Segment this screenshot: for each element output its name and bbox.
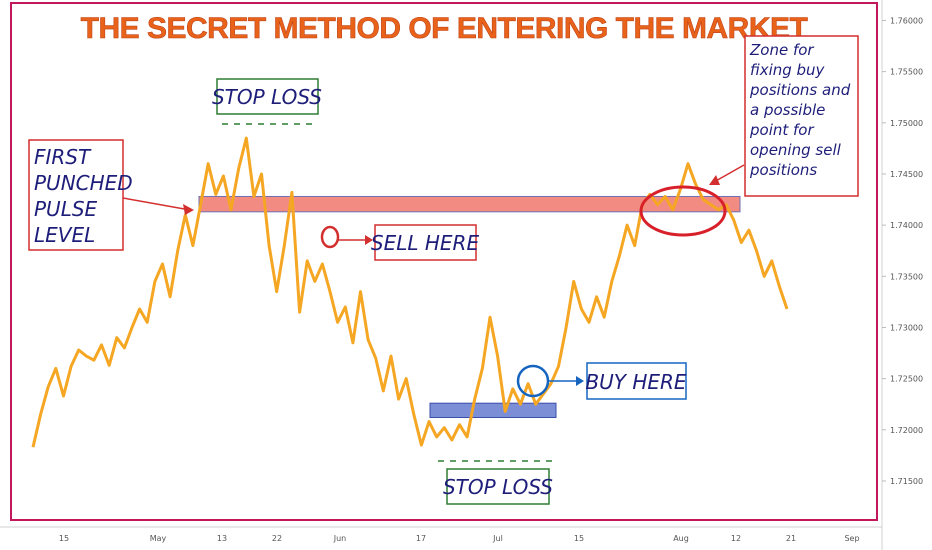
zone-note-line: Zone for <box>749 41 814 59</box>
buy-zone <box>429 402 557 419</box>
y-tick-label: 1.73500 <box>890 272 923 281</box>
x-tick-label: May <box>150 534 167 543</box>
annotations: STOP LOSS STOP LOSS FIRSTPUNCHEDPULSELEVEL… <box>28 35 859 505</box>
sell-label: SELL HERE <box>371 231 480 255</box>
x-tick-label: 15 <box>574 534 584 543</box>
y-tick-label: 1.75000 <box>890 119 923 128</box>
y-tick-label: 1.74000 <box>890 221 923 230</box>
first-level-label-line: PUNCHED <box>34 171 133 195</box>
x-tick-label: Jul <box>492 534 503 543</box>
zones <box>198 195 741 419</box>
x-tick-label: 12 <box>731 534 741 543</box>
x-tick-label: Aug <box>673 534 689 543</box>
y-tick-label: 1.72000 <box>890 426 923 435</box>
zone-note-line: opening sell <box>750 141 842 159</box>
first-level-box <box>28 139 124 251</box>
zone-note-line: a possible <box>750 101 825 119</box>
zone-note-line: fixing buy <box>750 61 826 79</box>
x-tick-label: 22 <box>272 534 282 543</box>
y-tick-label: 1.73000 <box>890 323 923 332</box>
sell-box <box>374 224 477 261</box>
x-tick-label: 21 <box>786 534 796 543</box>
sell-zone <box>198 195 741 213</box>
x-axis-ticks: 15 May 13 22 Jun 17 Jul 15 Aug 12 21 Sep <box>59 534 860 543</box>
price-series-line <box>31 136 789 448</box>
buy-box <box>586 362 687 400</box>
zone-note-arrow-line <box>713 164 745 183</box>
zone-note-arrow-head <box>709 175 720 185</box>
zone-note-line: positions and <box>749 81 851 99</box>
y-tick-label: 1.74500 <box>890 170 923 179</box>
sell-circle <box>320 225 340 249</box>
x-tick-label: 17 <box>416 534 426 543</box>
x-tick-label: Jun <box>333 534 347 543</box>
y-tick-label: 1.76000 <box>890 16 923 25</box>
x-tick-label: 15 <box>59 534 69 543</box>
chart-frame <box>10 2 878 521</box>
zone-note-box <box>744 35 859 197</box>
y-tick-label: 1.72500 <box>890 375 923 384</box>
stop-loss-top-box <box>216 78 319 115</box>
stop-loss-bottom-label: STOP LOSS <box>443 475 553 499</box>
zone-note-line: point for <box>749 121 814 139</box>
y-tick-label: 1.71500 <box>890 477 923 486</box>
zone-note-line: positions <box>749 161 817 179</box>
stop-loss-top-label: STOP LOSS <box>212 85 322 109</box>
sell-arrow-head <box>365 235 373 245</box>
y-tick-label: 1.75500 <box>890 68 923 77</box>
stop-loss-bottom-box <box>446 468 550 505</box>
x-tick-label: 13 <box>217 534 227 543</box>
first-level-label-line: PULSE <box>34 197 98 221</box>
first-level-label-line: FIRST <box>34 145 92 169</box>
x-tick-label: Sep <box>844 534 859 543</box>
buy-arrow-head <box>576 376 584 386</box>
first-level-arrow-line <box>122 197 191 211</box>
reversal-zone-ellipse <box>639 185 727 237</box>
first-level-label-line: LEVEL <box>34 223 95 247</box>
chart-title: THE SECRET METHOD OF ENTERING THE MARKET <box>81 12 808 45</box>
y-axis-ticks: 1.76000 1.75500 1.75000 1.74500 1.74000 1.735… <box>882 16 923 486</box>
first-level-arrow-head <box>183 204 194 215</box>
buy-label: BUY HERE <box>585 370 687 394</box>
